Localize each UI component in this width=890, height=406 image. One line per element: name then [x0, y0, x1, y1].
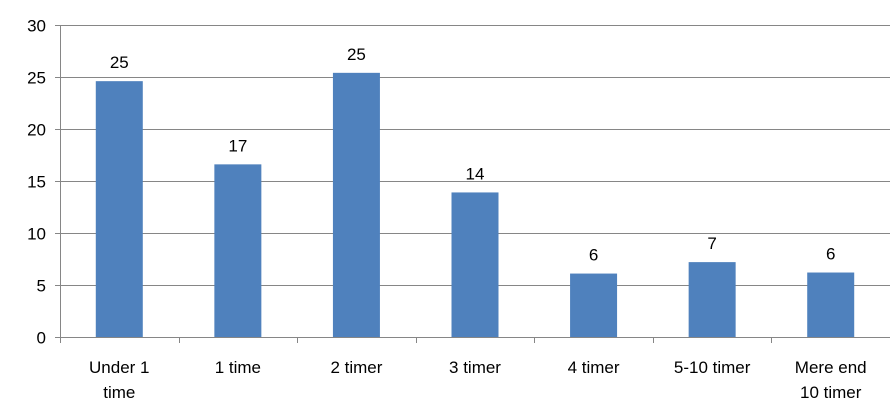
- x-category-label: 1 time: [215, 358, 261, 377]
- x-category-label-line: 1 time: [215, 358, 261, 377]
- x-category-label-line: 4 timer: [568, 358, 620, 377]
- data-label: 25: [110, 53, 129, 72]
- bars: [96, 73, 854, 337]
- data-label: 25: [347, 45, 366, 64]
- x-category-label: Mere end 10 timer: [795, 358, 867, 402]
- x-category-label: 3 timer: [449, 358, 501, 377]
- x-category-label: 5-10 timer: [674, 358, 751, 377]
- x-category-label-line: Under 1: [89, 358, 149, 377]
- y-tick-label: 20: [27, 121, 46, 140]
- x-category-label-line: 5-10 timer: [674, 358, 751, 377]
- y-tick-label: 0: [37, 329, 46, 348]
- x-category-label: Under 1 time: [89, 358, 149, 402]
- bar: [96, 81, 143, 337]
- x-category-label-line: 3 timer: [449, 358, 501, 377]
- x-category-label: 2 timer: [330, 358, 382, 377]
- y-tick-label: 25: [27, 69, 46, 88]
- labels: 0 5 10 15 20 25 30 25 Under 1 time 17 1 time 25 2 tim…: [27, 17, 867, 403]
- data-label: 17: [228, 136, 247, 155]
- x-category-label-line: 2 timer: [330, 358, 382, 377]
- data-label: 7: [707, 234, 716, 253]
- y-tick-label: 30: [27, 17, 46, 36]
- bar: [452, 192, 499, 337]
- x-category-label-line: Mere end: [795, 358, 867, 377]
- bar: [570, 274, 617, 337]
- x-category-label: 4 timer: [568, 358, 620, 377]
- bar: [807, 273, 854, 337]
- y-tick-label: 10: [27, 225, 46, 244]
- bar: [333, 73, 380, 337]
- data-label: 14: [466, 164, 485, 183]
- bar: [214, 164, 261, 337]
- x-category-label-line: 10 timer: [800, 383, 862, 402]
- x-category-label-line: time: [103, 383, 135, 402]
- data-label: 6: [589, 246, 598, 265]
- bar: [689, 262, 736, 337]
- y-tick-label: 15: [27, 173, 46, 192]
- data-label: 6: [826, 245, 835, 264]
- y-tick-label: 5: [37, 277, 46, 296]
